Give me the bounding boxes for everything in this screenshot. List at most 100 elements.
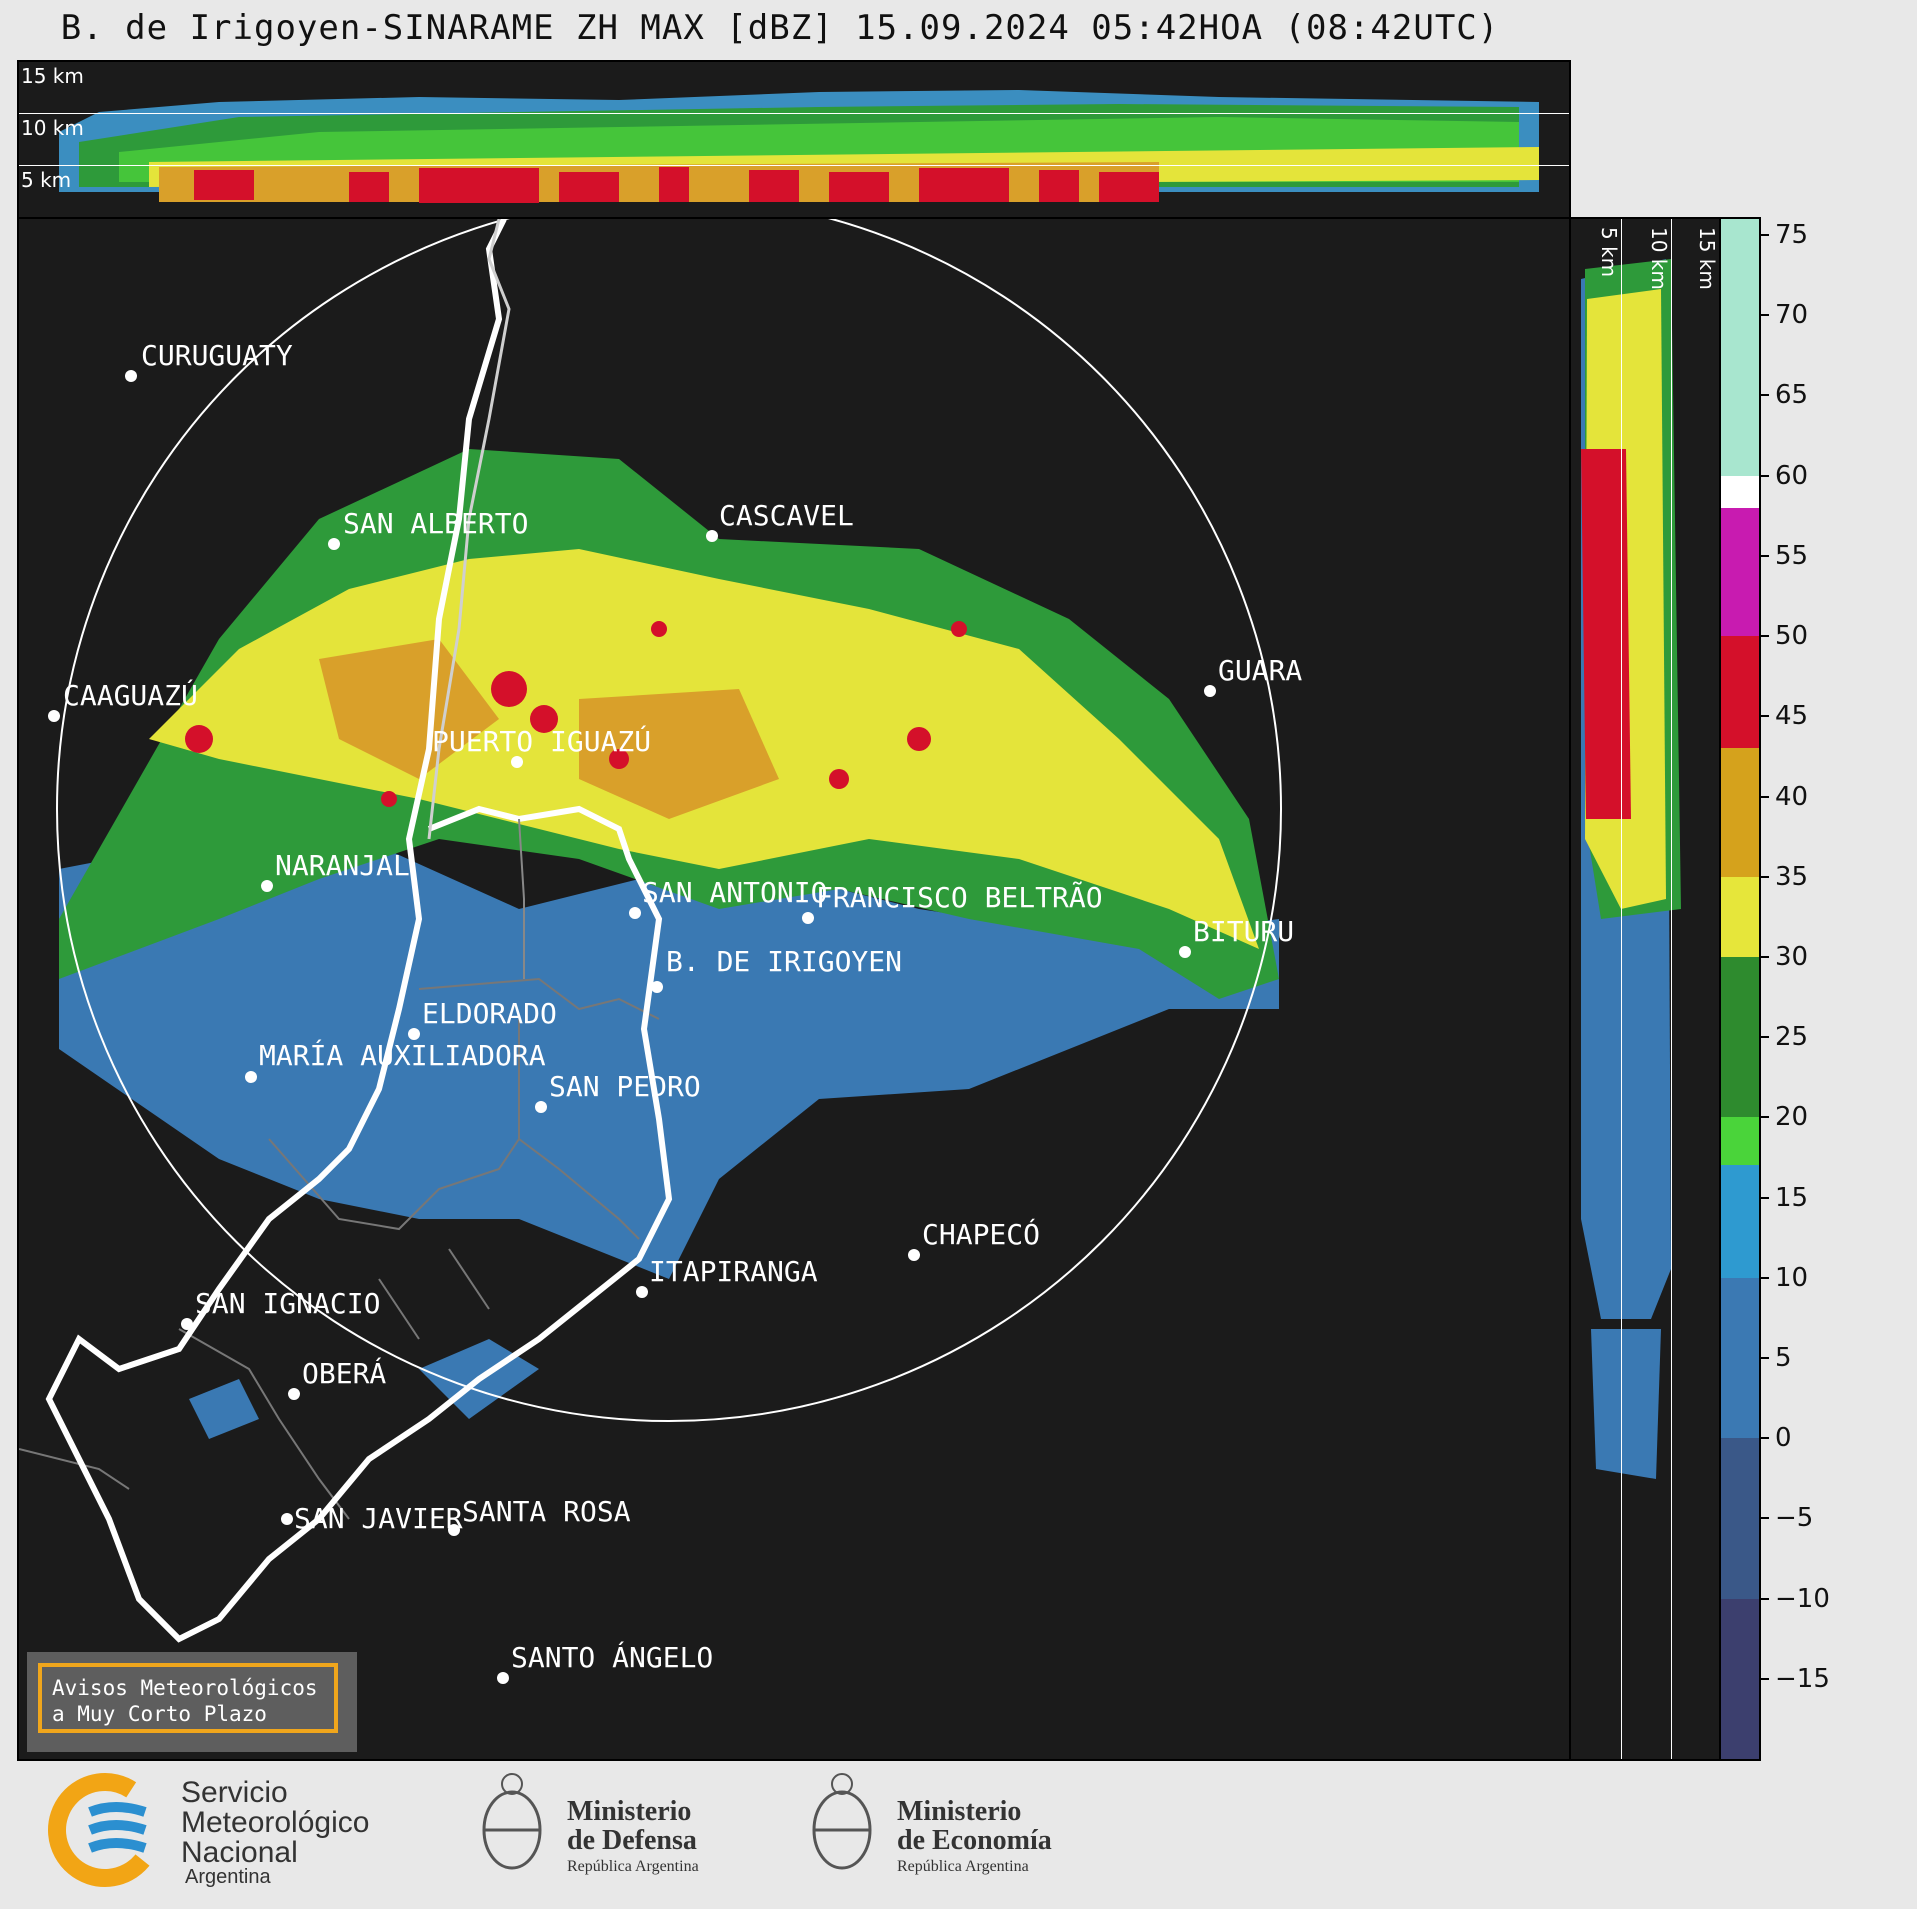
warning-line-1: Avisos Meteorológicos <box>52 1676 318 1700</box>
colorbar-band <box>1721 1598 1759 1759</box>
colorbar-tick <box>1759 715 1769 718</box>
top-label-10km: 10 km <box>21 116 84 140</box>
defensa-line-3: República Argentina <box>567 1858 699 1875</box>
right-label-15km: 15 km <box>1695 227 1719 290</box>
colorbar-tick <box>1759 394 1769 397</box>
colorbar-tick <box>1759 635 1769 638</box>
colorbar <box>1719 217 1761 1761</box>
city-label-santo-angelo: SANTO ÁNGELO <box>511 1641 714 1674</box>
colorbar-band <box>1721 475 1759 508</box>
colorbar-tick <box>1759 1677 1769 1680</box>
colorbar-band <box>1721 1277 1759 1439</box>
right-label-5km: 5 km <box>1597 227 1621 278</box>
top-10km-line <box>19 113 1569 114</box>
colorbar-tick-label: 20 <box>1775 1102 1809 1133</box>
defensa-line-1: Ministerio <box>567 1796 692 1827</box>
colorbar-tick-label: −5 <box>1775 1503 1814 1534</box>
right-height-profile: 5 km 10 km 15 km <box>1569 217 1721 1761</box>
colorbar-tick <box>1759 1437 1769 1440</box>
economia-line-2: de Economía <box>897 1825 1052 1856</box>
top-label-5km: 5 km <box>21 168 72 192</box>
colorbar-tick-label: 50 <box>1775 621 1809 652</box>
colorbar-band <box>1721 956 1759 1118</box>
city-label-bituru: BITURU <box>1193 915 1295 948</box>
colorbar-tick <box>1759 955 1769 958</box>
city-label-b-de-irigoyen: B. DE IRIGOYEN <box>666 945 903 978</box>
radar-echo-field <box>19 219 1282 1684</box>
colorbar-tick <box>1759 554 1769 557</box>
colorbar-tick-label: 45 <box>1775 701 1809 732</box>
colorbar-band <box>1721 636 1759 749</box>
warning-box[interactable]: Avisos Meteorológicos a Muy Corto Plazo <box>27 1652 357 1752</box>
city-label-itapiranga: ITAPIRANGA <box>649 1255 818 1288</box>
colorbar-tick-label: 35 <box>1775 861 1809 892</box>
smn-line-3: Nacional <box>181 1836 298 1869</box>
top-profile-echo <box>59 90 1539 203</box>
right-label-10km: 10 km <box>1647 227 1671 290</box>
coat-of-arms-icon <box>482 1773 542 1870</box>
colorbar-tick-label: 70 <box>1775 300 1809 331</box>
smn-line-1: Servicio <box>181 1776 288 1809</box>
colorbar-tick <box>1759 1276 1769 1279</box>
colorbar-tick-label: 60 <box>1775 460 1809 491</box>
city-label-caaguazu: CAAGUAZÚ <box>63 679 198 712</box>
city-label-san-alberto: SAN ALBERTO <box>343 507 529 540</box>
warning-line-2: a Muy Corto Plazo <box>52 1702 267 1726</box>
colorbar-tick-label: 5 <box>1775 1342 1792 1373</box>
colorbar-tick <box>1759 234 1769 237</box>
map-title: B. de Irigoyen-SINARAME ZH MAX [dBZ] 15.… <box>60 8 1500 48</box>
city-label-maria-auxiliadora: MARÍA AUXILIADORA <box>259 1039 546 1072</box>
city-label-naranjal: NARANJAL <box>275 849 410 882</box>
city-label-curuguaty: CURUGUATY <box>141 339 293 372</box>
city-label-san-ignacio: SAN IGNACIO <box>195 1287 381 1320</box>
warning-link[interactable]: Avisos Meteorológicos a Muy Corto Plazo <box>38 1663 338 1733</box>
colorbar-tick-label: −10 <box>1775 1583 1830 1614</box>
colorbar-tick <box>1759 474 1769 477</box>
colorbar-tick <box>1759 1356 1769 1359</box>
colorbar-tick-label: 40 <box>1775 781 1809 812</box>
right-5km-line <box>1621 219 1622 1759</box>
colorbar-tick-label: 75 <box>1775 220 1809 251</box>
city-label-francisco-beltrao: FRANCISCO BELTRÃO <box>816 881 1103 914</box>
city-label-puerto-iguazu: PUERTO IGUAZÚ <box>432 725 652 758</box>
top-5km-line <box>19 165 1569 166</box>
colorbar-tick-label: 65 <box>1775 380 1809 411</box>
radar-map: CURUGUATY SAN ALBERTO CASCAVEL CAAGUAZÚ … <box>17 217 1571 1761</box>
economia-line-3: República Argentina <box>897 1858 1029 1875</box>
smn-line-4: Argentina <box>185 1866 271 1888</box>
colorbar-tick-label: 25 <box>1775 1022 1809 1053</box>
city-label-guara: GUARA <box>1218 654 1303 687</box>
right-profile-echo <box>1581 259 1681 1479</box>
city-label-eldorado: ELDORADO <box>422 997 557 1030</box>
city-label-chapeco: CHAPECÓ <box>922 1218 1041 1251</box>
colorbar-tick <box>1759 795 1769 798</box>
colorbar-band <box>1721 1117 1759 1166</box>
colorbar-tick <box>1759 1597 1769 1600</box>
top-height-profile: 15 km 10 km 5 km <box>17 60 1571 219</box>
colorbar-band <box>1721 748 1759 877</box>
city-label-san-antonio: SAN ANTONIO <box>642 876 828 909</box>
coat-of-arms-icon <box>812 1773 872 1870</box>
city-label-obera: OBERÁ <box>302 1357 387 1390</box>
smn-line-2: Meteorológico <box>181 1806 370 1839</box>
colorbar-tick <box>1759 1196 1769 1199</box>
smn-logo-icon <box>48 1773 162 1887</box>
colorbar-band <box>1721 1438 1759 1599</box>
colorbar-tick <box>1759 1036 1769 1039</box>
colorbar-band <box>1721 1165 1759 1278</box>
economia-line-1: Ministerio <box>897 1796 1022 1827</box>
city-label-santa-rosa: SANTA ROSA <box>462 1495 631 1528</box>
colorbar-tick-label: 0 <box>1775 1423 1792 1454</box>
colorbar-tick-label: 10 <box>1775 1262 1809 1293</box>
colorbar-band <box>1721 219 1759 476</box>
city-label-cascavel: CASCAVEL <box>719 499 854 532</box>
colorbar-tick-label: −15 <box>1775 1663 1830 1694</box>
top-label-15km: 15 km <box>21 64 84 88</box>
colorbar-tick <box>1759 875 1769 878</box>
colorbar-tick-label: 15 <box>1775 1182 1809 1213</box>
city-label-san-javier: SAN JAVIER <box>294 1502 463 1535</box>
right-10km-line <box>1671 219 1672 1759</box>
colorbar-band <box>1721 507 1759 637</box>
colorbar-tick-label: 55 <box>1775 540 1809 571</box>
colorbar-band <box>1721 876 1759 957</box>
